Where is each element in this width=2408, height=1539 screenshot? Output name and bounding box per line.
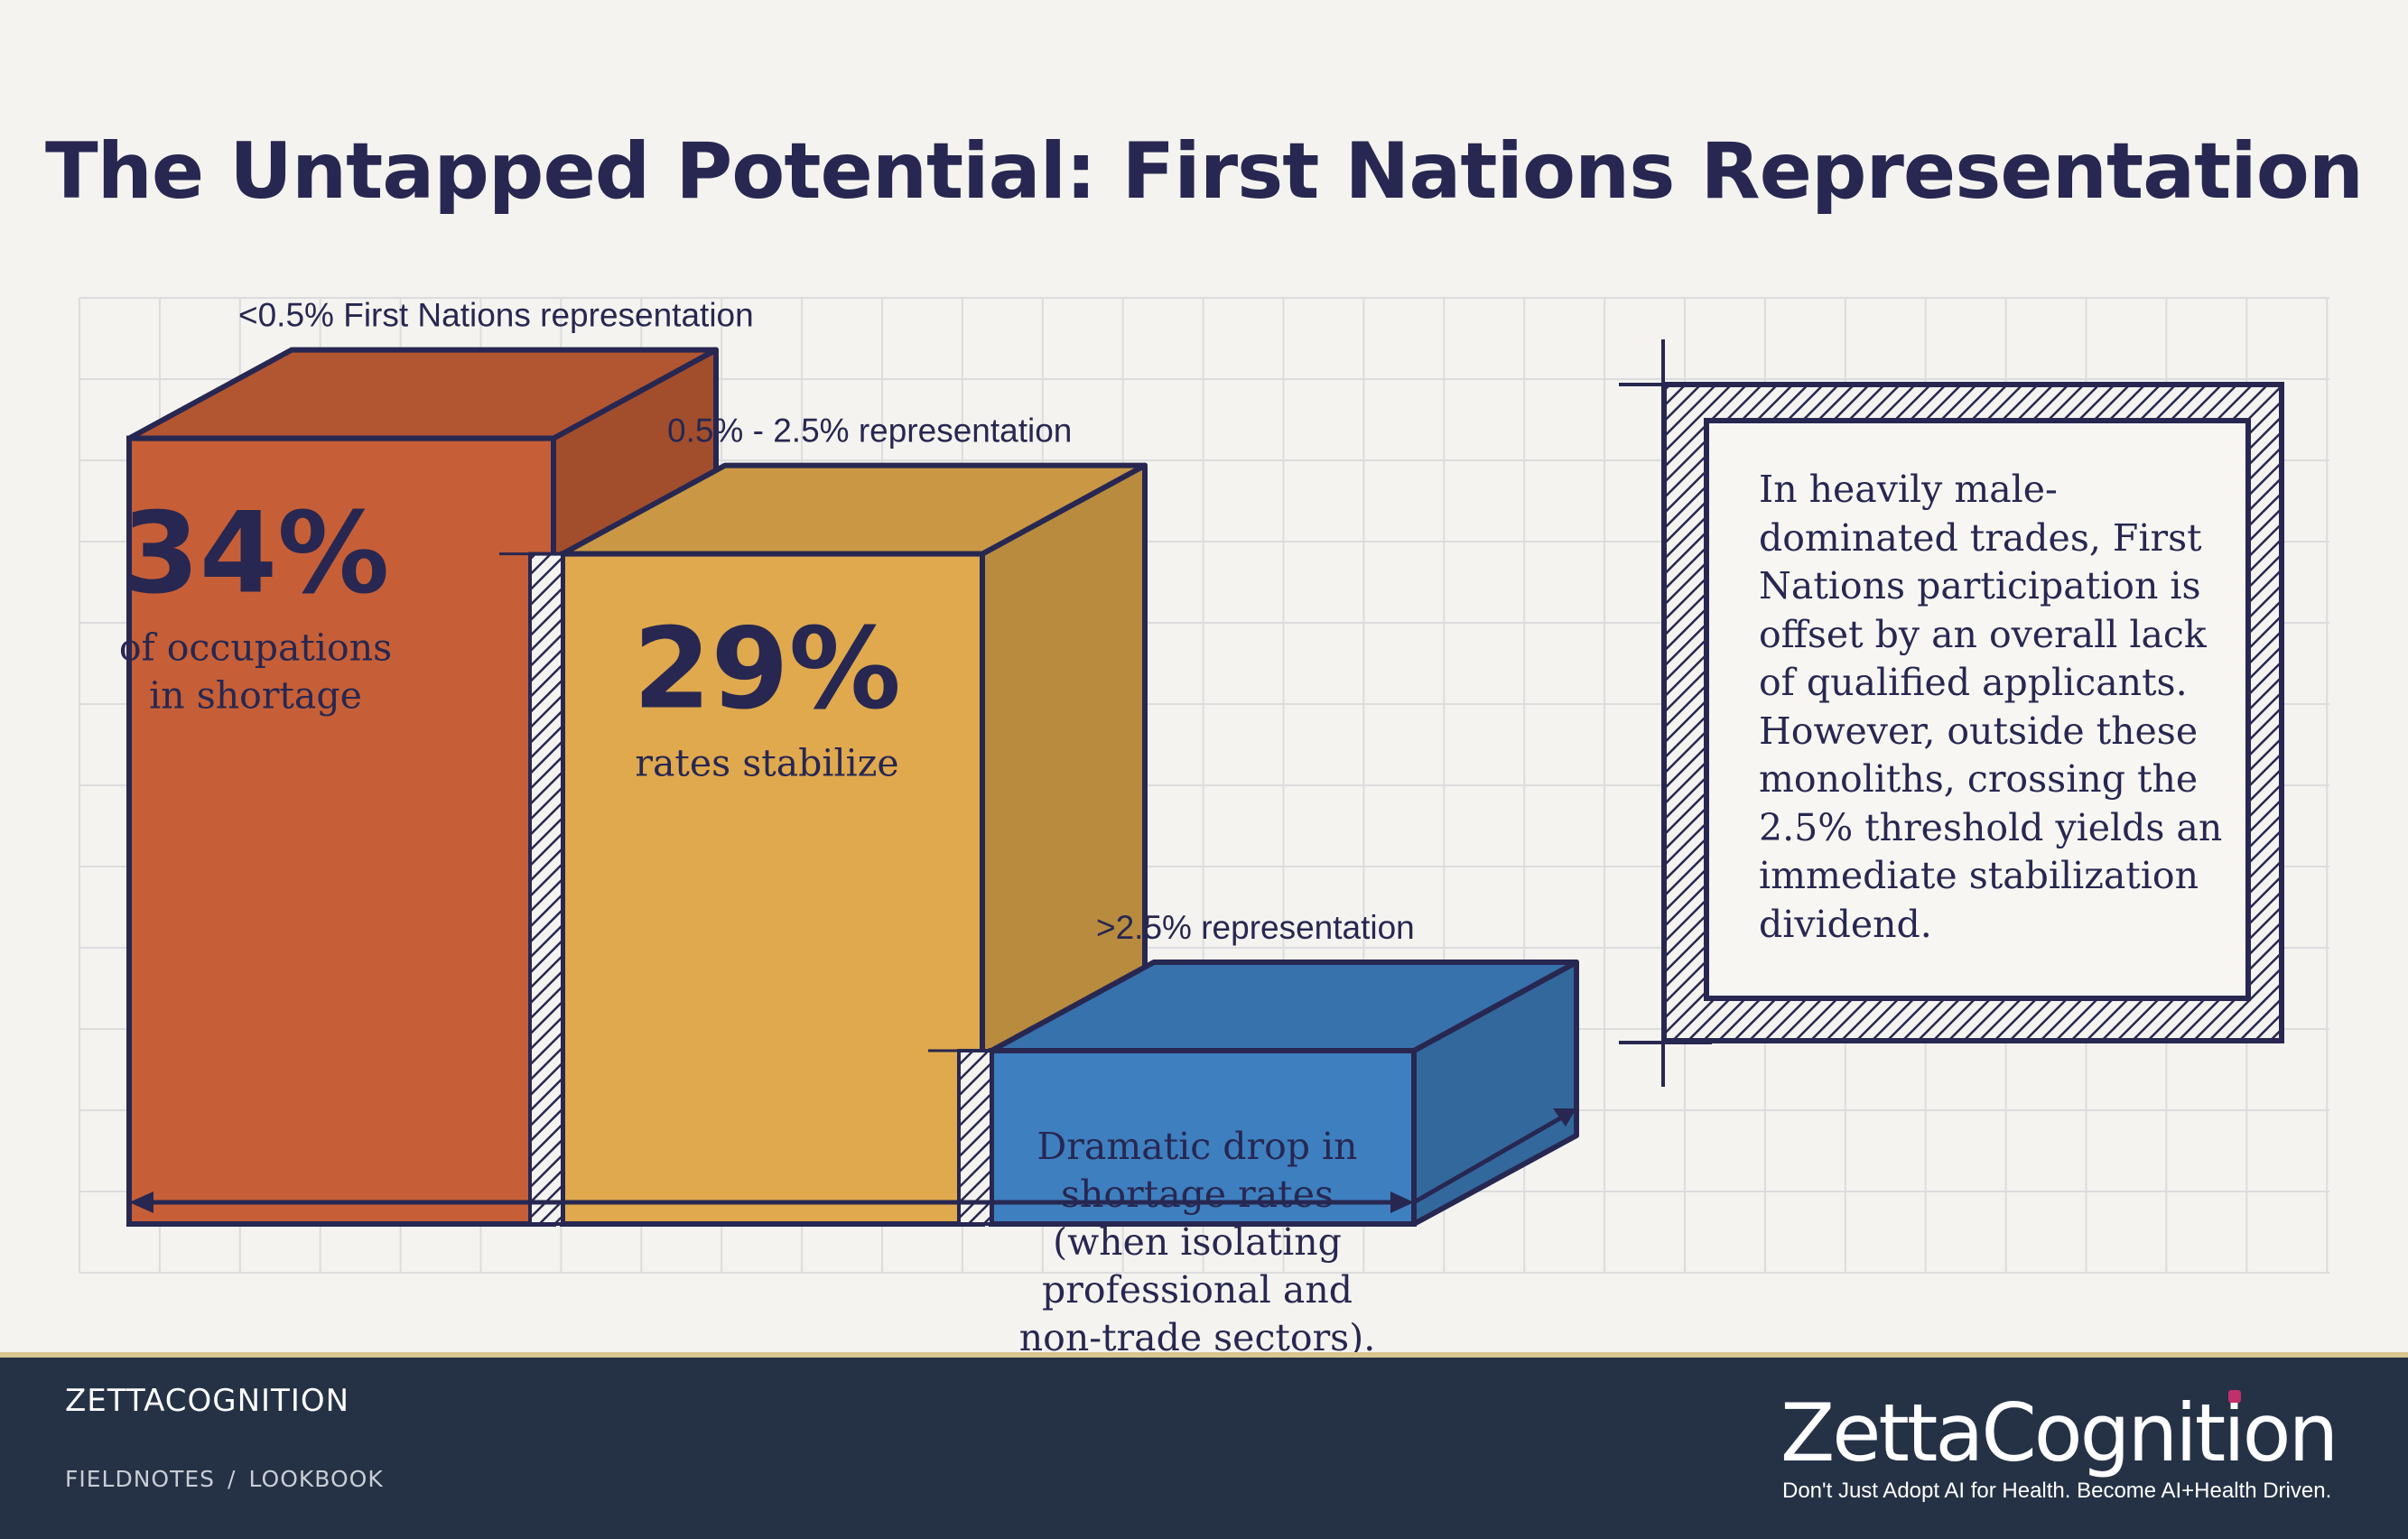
slide: <0.5% First Nations representation 34% of … xyxy=(44,126,2365,1352)
value-label: 29% xyxy=(633,605,901,735)
description-line: in shortage xyxy=(149,674,362,718)
callout-text: In heavily male-dominated trades, First … xyxy=(1759,468,2223,946)
logo-tagline: Don't Just Adopt AI for Health. Become A… xyxy=(1782,1479,2332,1503)
category-label: >2.5% representation xyxy=(1096,909,1415,946)
bar-hatch xyxy=(957,1049,993,1226)
depth-arrow xyxy=(1412,1109,1573,1205)
arrow-head-right xyxy=(1390,1191,1414,1213)
description-line: rates stabilize xyxy=(635,742,898,785)
category-label: 0.5% - 2.5% representation xyxy=(667,413,1072,450)
brand-name: ZETTACOGNITION xyxy=(65,1383,350,1419)
chart: <0.5% First Nations representation 34% of … xyxy=(79,297,2329,1352)
chart-title: The Untapped Potential: First Nations Re… xyxy=(44,126,2364,217)
breadcrumb: FIELDNOTES / LOOKBOOK xyxy=(65,1466,384,1492)
description-line: professional and xyxy=(1042,1268,1353,1312)
logo-wordmark: ZettaCognition xyxy=(1780,1386,2338,1479)
breadcrumb-separator: / xyxy=(228,1466,237,1492)
bars: <0.5% First Nations representation 34% of … xyxy=(119,297,1579,1352)
description-line: non-trade sectors). xyxy=(1019,1316,1376,1352)
value-label: 34% xyxy=(122,489,390,619)
description-line: (when isolating xyxy=(1053,1220,1342,1264)
arrow-head-left xyxy=(129,1191,153,1213)
description-line: of occupations xyxy=(119,626,392,670)
callout-frame xyxy=(1619,339,2284,1087)
breadcrumb-fieldnotes[interactable]: FIELDNOTES xyxy=(65,1466,216,1492)
description-line: shortage rates xyxy=(1061,1173,1334,1216)
footer-divider xyxy=(0,1352,2408,1358)
arrow-head-depth xyxy=(1553,1108,1576,1126)
bar-3: >2.5% representation Dramatic drop in shor… xyxy=(928,909,1579,1352)
bar-hatch xyxy=(528,552,564,1226)
description-line: Dramatic drop in xyxy=(1037,1125,1357,1168)
callout-box xyxy=(1704,418,2251,1001)
bar-front xyxy=(126,435,556,1228)
bar-front xyxy=(560,551,985,1227)
logo-accent-dot xyxy=(2228,1390,2241,1403)
breadcrumb-lookbook[interactable]: LOOKBOOK xyxy=(248,1466,384,1492)
footer: ZETTACOGNITION FIELDNOTES / LOOKBOOK Zetta… xyxy=(0,1358,2408,1539)
category-label: <0.5% First Nations representation xyxy=(238,297,754,334)
